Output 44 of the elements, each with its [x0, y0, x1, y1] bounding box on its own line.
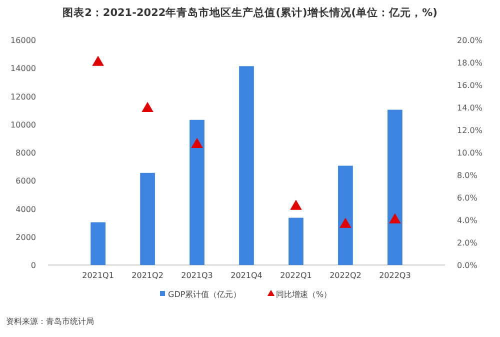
point	[340, 218, 352, 228]
y-tick-label: 10000	[10, 120, 36, 130]
y2-tick-label: 14.0%	[457, 104, 483, 112]
y2-tick-label: 10.0%	[457, 148, 483, 158]
x-tick-label: 2021Q4	[230, 271, 262, 280]
y-tick-label: 16000	[10, 36, 36, 45]
point	[290, 200, 302, 210]
y-tick-label: 6000	[16, 176, 36, 186]
bar	[239, 66, 254, 265]
y-tick-label: 14000	[10, 64, 36, 74]
point	[191, 138, 203, 148]
y2-tick-label: 2.0%	[457, 238, 478, 248]
y-tick-label: 4000	[16, 204, 36, 214]
y2-tick-label: 0.0%	[457, 261, 478, 270]
y2-tick-label: 12.0%	[457, 126, 483, 135]
x-tick-label: 2021Q2	[132, 271, 164, 280]
legend-label: GDP累计值（亿元）	[168, 290, 242, 299]
point	[389, 213, 401, 224]
y-tick-label: 8000	[16, 148, 36, 158]
y-tick-label: 12000	[10, 92, 36, 102]
x-tick-label: 2022Q1	[280, 271, 312, 280]
bar	[140, 172, 155, 265]
y2-tick-label: 8.0%	[457, 171, 478, 180]
x-tick-label: 2021Q3	[181, 271, 213, 280]
chart-title: 图表2：2021-2022年青岛市地区生产总值(累计)增长情况(单位：亿元，%)	[62, 6, 438, 19]
y-tick-label: 0	[30, 261, 36, 270]
text: 资料来源：青岛市统计局	[6, 317, 94, 326]
y2-tick-label: 16.0%	[457, 81, 483, 90]
bar	[388, 110, 402, 265]
x-tick-label: 2021Q1	[82, 271, 114, 280]
x-tick-label: 2022Q3	[379, 271, 411, 280]
x-tick-label: 2022Q2	[330, 271, 362, 280]
y2-tick-label: 4.0%	[457, 216, 478, 225]
bar	[338, 166, 353, 265]
y2-tick-label: 18.0%	[457, 58, 483, 68]
point	[142, 102, 154, 112]
y-tick-label: 2000	[16, 232, 36, 242]
legend-label: 同比增速（%）	[276, 290, 332, 299]
bar	[90, 222, 106, 265]
bar	[288, 218, 304, 265]
bar	[190, 120, 204, 265]
point	[92, 56, 104, 66]
y2-tick-label: 20.0%	[457, 36, 483, 45]
y2-tick-label: 6.0%	[457, 194, 478, 202]
